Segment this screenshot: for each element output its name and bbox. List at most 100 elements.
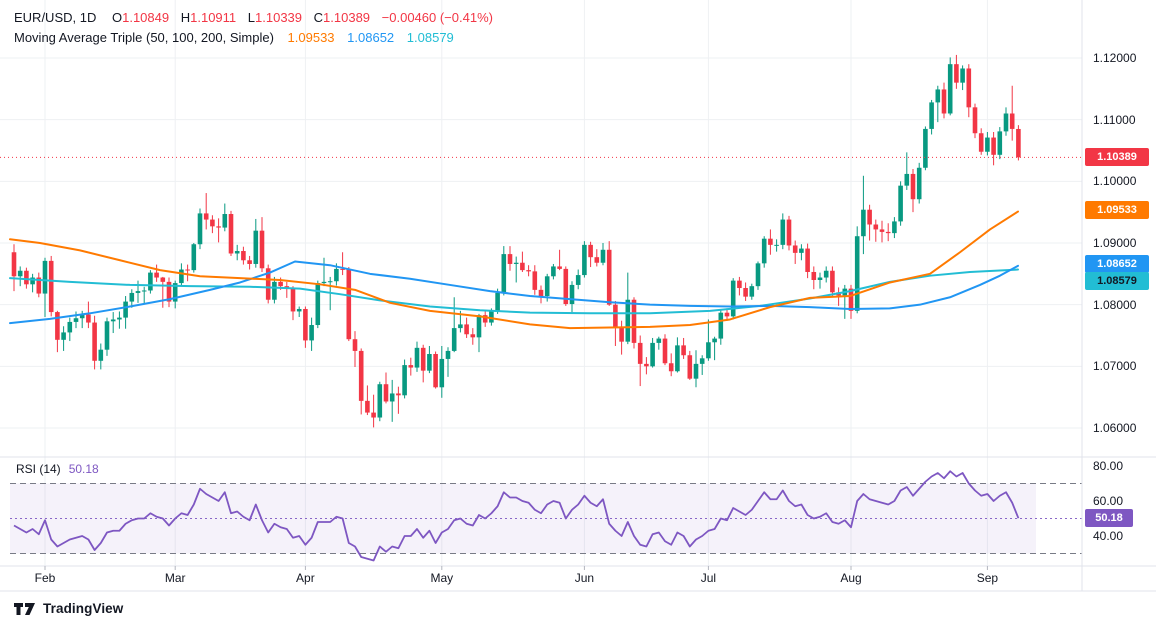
candle-body	[935, 89, 941, 103]
candle-body	[402, 365, 407, 396]
candle-body	[879, 229, 885, 232]
candle-body	[526, 270, 531, 272]
candle-body	[290, 288, 296, 312]
candle-body	[296, 308, 302, 312]
candle-body	[960, 68, 965, 83]
candle-body	[414, 347, 420, 368]
candle-body	[253, 230, 259, 264]
candle-body	[117, 317, 122, 320]
candle-body	[830, 270, 835, 293]
candle-body	[79, 314, 85, 319]
candle-body	[687, 355, 693, 379]
rsi-axis-label: 40.00	[1093, 529, 1124, 543]
price-badge: 1.10389	[1085, 148, 1149, 167]
candle-body	[631, 299, 637, 343]
price-axis-label: 1.11000	[1093, 112, 1136, 127]
candle-body	[1003, 113, 1009, 132]
candle-body	[241, 251, 246, 261]
rsi-line	[13, 470, 1020, 562]
candle-body	[563, 268, 569, 305]
price-axis-label: 1.10000	[1093, 174, 1137, 189]
price-axis-label: 1.07000	[1093, 359, 1137, 374]
candle-body	[644, 363, 649, 367]
month-label-feb: Feb	[34, 571, 56, 585]
candle-body	[154, 272, 159, 278]
rsi-legend[interactable]: RSI (14) 50.18	[16, 462, 99, 476]
candle-body	[600, 249, 606, 263]
candle-body	[327, 281, 333, 283]
price-axis-label: 1.12000	[1093, 51, 1137, 65]
candle-body	[340, 268, 345, 270]
candle-body	[458, 324, 463, 329]
rsi-axis-label: 80.00	[1093, 459, 1124, 473]
indicator-title[interactable]: Moving Average Triple (50, 100, 200, Sim…	[14, 30, 274, 45]
candle-body	[55, 312, 60, 340]
candle-body	[48, 260, 54, 313]
candle-body	[588, 244, 593, 258]
candle-body	[718, 312, 724, 339]
candle-body	[110, 319, 116, 322]
candle-body	[774, 244, 779, 246]
candle-body	[786, 219, 792, 246]
candle-body	[98, 349, 104, 361]
tradingview-logo[interactable]: TradingView	[14, 601, 123, 616]
candle-body	[309, 325, 314, 341]
candle-body	[61, 332, 66, 340]
candle-body	[743, 288, 748, 297]
candle-body	[656, 338, 662, 343]
candle-body	[650, 342, 655, 367]
candle-body	[848, 288, 854, 311]
candle-body	[916, 167, 922, 200]
candle-body	[185, 269, 190, 271]
candle-body	[104, 321, 110, 350]
candle-body	[966, 68, 972, 108]
ma50-value: 1.09533	[287, 30, 335, 45]
price-axis-label: 1.06000	[1093, 421, 1137, 435]
candle-body	[470, 334, 476, 338]
ma100-line	[9, 260, 1019, 325]
candle-body	[36, 277, 42, 294]
candle-body	[315, 283, 321, 326]
candle-body	[861, 209, 866, 237]
candle-body	[681, 345, 686, 356]
symbol-title[interactable]: EUR/USD, 1D	[14, 10, 97, 25]
rsi-badge: 50.18	[1085, 509, 1133, 528]
candle-body	[551, 266, 556, 277]
candle-body	[569, 284, 575, 305]
candle-body	[228, 214, 234, 254]
candle-body	[985, 137, 990, 152]
candle-body	[495, 292, 500, 311]
candle-body	[613, 304, 618, 327]
candle-body	[575, 275, 581, 285]
candle-body	[991, 137, 996, 155]
candle-body	[191, 244, 197, 271]
candle-body	[619, 326, 624, 342]
candle-body	[544, 276, 550, 297]
month-label-jul: Jul	[700, 571, 717, 585]
candle-body	[135, 291, 141, 293]
candle-body	[321, 281, 327, 284]
candle-body	[923, 128, 928, 168]
month-label-mar: Mar	[164, 571, 186, 585]
candle-body	[532, 271, 538, 290]
candle-body	[706, 342, 711, 359]
ma200-line	[9, 268, 1019, 315]
candle-body	[86, 314, 91, 323]
month-label-apr: Apr	[296, 571, 315, 585]
candle-body	[476, 315, 482, 338]
candle-body	[799, 248, 804, 253]
candle-body	[668, 363, 674, 372]
candle-body	[17, 270, 23, 277]
candle-body	[954, 64, 959, 83]
candle-body	[730, 280, 736, 317]
candle-body	[303, 308, 308, 341]
tradingview-logo-text: TradingView	[43, 601, 124, 616]
candle-body	[11, 252, 17, 277]
candle-body	[365, 400, 370, 413]
symbol-legend: EUR/USD, 1D O1.10849 H1.10911 L1.10339 C…	[14, 8, 493, 48]
candle-body	[234, 251, 240, 254]
candle-body	[538, 289, 544, 297]
candle-body	[377, 384, 383, 418]
candle-body	[625, 299, 631, 342]
